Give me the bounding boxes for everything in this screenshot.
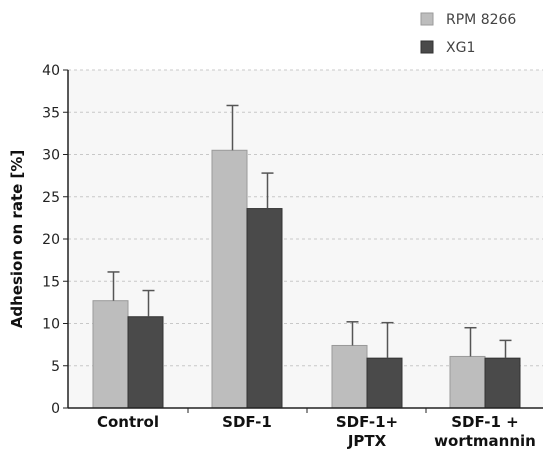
y-tick-label: 25 bbox=[42, 190, 60, 206]
x-category-label: SDF-1+ JPTX bbox=[336, 413, 398, 450]
y-tick-label: 5 bbox=[51, 359, 60, 375]
y-tick-label: 0 bbox=[51, 401, 60, 417]
y-tick-label: 40 bbox=[42, 63, 60, 79]
y-tick-label: 10 bbox=[42, 317, 60, 333]
legend-label: XG1 bbox=[446, 40, 475, 56]
bar-rpm-8266-3 bbox=[449, 355, 486, 409]
bar-xg1-2 bbox=[366, 357, 403, 409]
legend-label: RPM 8266 bbox=[446, 12, 516, 28]
y-axis-label: Adhesion on rate [%] bbox=[8, 150, 26, 329]
y-tick-labels: 0 5 10 15 20 25 30 35 40 bbox=[42, 63, 68, 417]
legend-swatch bbox=[420, 12, 434, 26]
x-category-label: SDF-1 bbox=[222, 413, 272, 431]
y-tick-label: 20 bbox=[42, 232, 60, 248]
bar-rpm-8266-2 bbox=[331, 344, 368, 409]
bar-xg1-0 bbox=[127, 316, 164, 409]
bar-xg1-3 bbox=[484, 357, 521, 409]
y-tick-label: 30 bbox=[42, 148, 60, 164]
y-tick-label: 15 bbox=[42, 274, 60, 290]
bars bbox=[92, 104, 521, 409]
legend: RPM 8266 XG1 bbox=[420, 12, 516, 56]
bar-rpm-8266-0 bbox=[92, 300, 129, 409]
y-tick-label: 35 bbox=[42, 105, 60, 121]
legend-swatch bbox=[420, 40, 434, 54]
x-category-labels: Control SDF-1 SDF-1+ JPTX SDF-1 + wortmannin bbox=[97, 413, 536, 450]
bar-rpm-8266-1 bbox=[211, 149, 248, 409]
x-category-label: Control bbox=[97, 413, 159, 431]
x-category-label: SDF-1 + wortmannin bbox=[434, 413, 536, 450]
bar-xg1-1 bbox=[246, 208, 283, 409]
